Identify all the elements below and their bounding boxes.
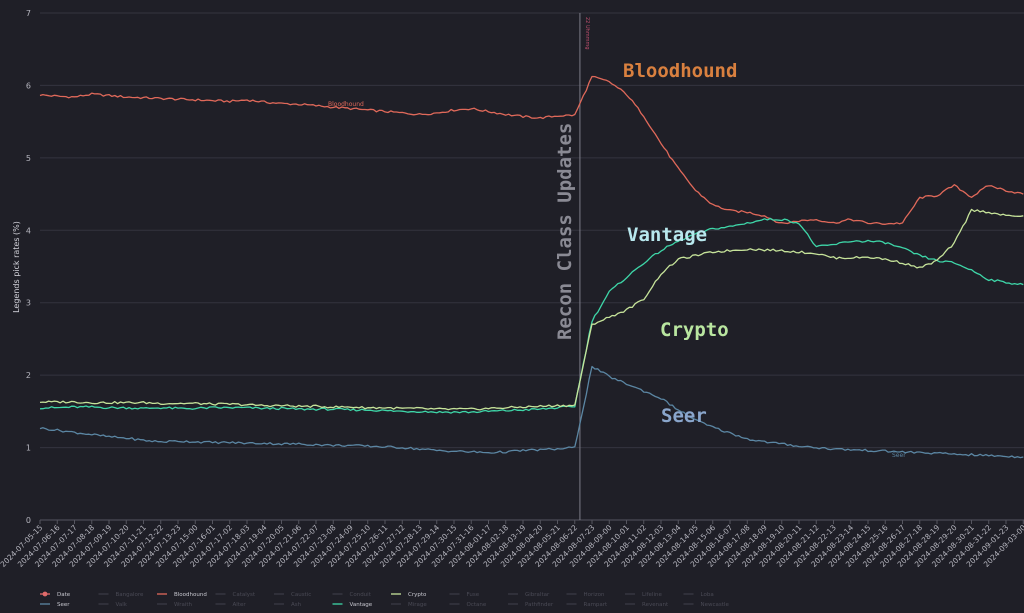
legend-item[interactable]: Caustic: [274, 592, 311, 598]
legend-item[interactable]: Octane: [449, 602, 487, 608]
series-lines: [39, 75, 1024, 459]
legend-label: Fuse: [467, 592, 480, 598]
legend-label: Rampart: [584, 602, 609, 608]
inline-label-bloodhound: Bloodhound: [328, 101, 364, 108]
series-line-seer: [39, 365, 1024, 459]
legend-item[interactable]: Alter: [215, 602, 247, 608]
legend-item[interactable]: Newcastle: [683, 602, 730, 608]
series-label-seer: Seer: [661, 405, 707, 427]
legend-item[interactable]: Catalyst: [215, 592, 256, 598]
event-marker-text: 22 Uhmmmg: [584, 17, 590, 50]
legend-label: Seer: [57, 602, 70, 608]
legend-label: Alter: [233, 602, 247, 608]
legend-label: Bangalore: [116, 592, 145, 598]
legend-item[interactable]: Crypto: [391, 592, 427, 598]
legend-label: Valk: [116, 602, 128, 608]
event-label: Recon Class Updates: [554, 123, 576, 340]
legend-item[interactable]: Bloodhound: [157, 592, 207, 598]
x-ticks: 2024-07-05-152024-07-06-162024-07-07-172…: [0, 520, 1024, 569]
legend-item[interactable]: Mirage: [391, 602, 427, 608]
legend-label: Horizon: [584, 592, 606, 598]
legend-label: Crypto: [408, 592, 427, 598]
legend-item[interactable]: Conduit: [332, 592, 372, 598]
legend-item[interactable]: Lifeline: [625, 592, 662, 598]
inline-label-seer: Seer: [892, 452, 906, 459]
series-line-bloodhound: [39, 75, 1024, 225]
legend-item[interactable]: Horizon: [566, 592, 606, 598]
legend-label: Pathfinder: [525, 602, 554, 608]
legend-label: Octane: [467, 602, 487, 608]
y-tick-label: 3: [26, 299, 31, 308]
y-tick-label: 1: [26, 444, 31, 453]
legend-label: Newcastle: [701, 602, 730, 608]
legend-item[interactable]: Revenant: [625, 602, 669, 608]
y-ticks: 0 1 2 3 4 5 6 7: [26, 9, 31, 525]
legend-label: Revenant: [642, 602, 669, 608]
series-label-vantage: Vantage: [627, 224, 707, 246]
series-label-crypto: Crypto: [660, 319, 729, 341]
legend-label: Caustic: [291, 592, 311, 598]
series-label-bloodhound: Bloodhound: [623, 60, 737, 82]
y-tick-label: 2: [26, 371, 31, 380]
legend-label: Lifeline: [642, 592, 662, 598]
grid: [40, 12, 1024, 521]
legend-item[interactable]: Rampart: [566, 602, 609, 608]
legend-label: Date: [57, 592, 71, 598]
y-tick-label: 0: [26, 516, 31, 525]
legend-item[interactable]: Fuse: [449, 592, 480, 598]
legend-item[interactable]: Date: [40, 591, 71, 598]
y-tick-label: 6: [26, 81, 31, 90]
legend-label: Conduit: [350, 592, 372, 598]
legend-label: Loba: [701, 592, 714, 598]
legend[interactable]: Date Bangalore Bloodhound Catalyst Caustic Co…: [40, 591, 730, 608]
y-tick-label: 4: [26, 226, 31, 235]
series-labels: Bloodhound Seer Bloodhound Vantage Crypto See…: [328, 60, 906, 459]
legend-label: Vantage: [350, 602, 373, 608]
y-tick-label: 5: [26, 154, 31, 163]
legend-item[interactable]: Wraith: [157, 602, 193, 608]
legend-item[interactable]: Seer: [40, 602, 70, 608]
legend-label: Mirage: [408, 602, 427, 608]
legend-marker: [42, 591, 48, 597]
legend-item[interactable]: Vantage: [332, 602, 373, 608]
legend-item[interactable]: Ash: [274, 602, 302, 608]
y-tick-label: 7: [26, 9, 31, 18]
legend-item[interactable]: Bangalore: [98, 592, 145, 598]
legend-item[interactable]: Loba: [683, 592, 714, 598]
legend-label: Bloodhound: [174, 592, 207, 598]
legend-item[interactable]: Valk: [98, 602, 128, 608]
legend-label: Gibraltar: [525, 592, 550, 598]
series-line-vantage: [39, 217, 1024, 414]
event-marker: 22 Uhmmmg Recon Class Updates: [554, 13, 590, 520]
legend-item[interactable]: Gibraltar: [508, 592, 550, 598]
y-axis-label: Legends pick rates (%): [12, 221, 21, 313]
legend-item[interactable]: Pathfinder: [508, 602, 554, 608]
legend-label: Catalyst: [233, 592, 256, 598]
series-line-crypto: [39, 208, 1024, 411]
legend-label: Ash: [291, 602, 302, 608]
legend-label: Wraith: [174, 602, 193, 608]
